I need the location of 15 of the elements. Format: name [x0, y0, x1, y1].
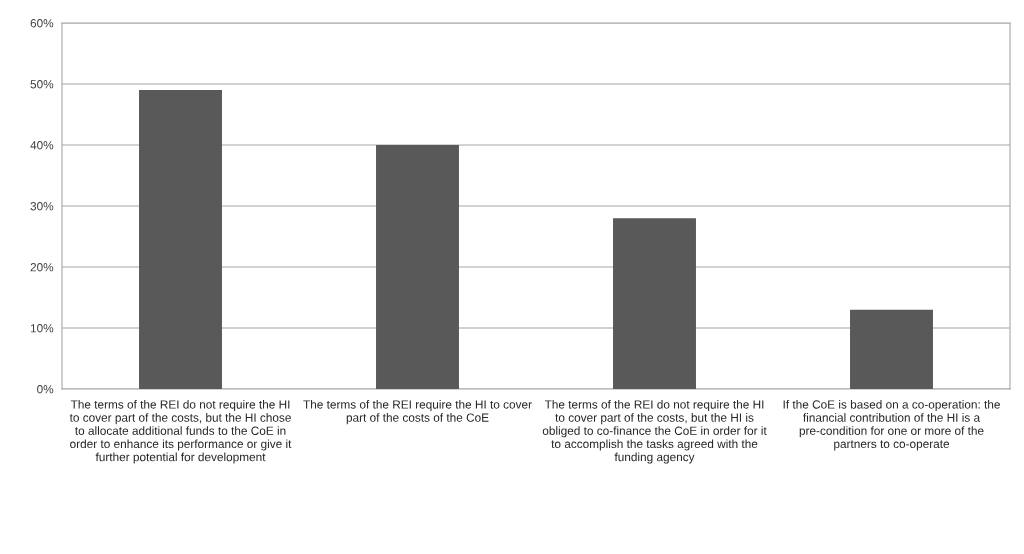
- y-tick-label: 60%: [30, 19, 54, 28]
- y-tick-label: 40%: [30, 141, 54, 150]
- y-tick-label: 20%: [30, 263, 54, 272]
- bar: [850, 309, 933, 389]
- bar: [613, 218, 696, 389]
- x-tick-label: The terms of the REI do not require the HI to cover part of the costs, but the HI is obliged to co-finance the CoE in order for it to accomplish the tasks agreed with the funding agency: [542, 399, 767, 464]
- y-tick-label: 30%: [30, 202, 54, 211]
- y-tick-label: 0%: [37, 385, 54, 394]
- bar: [139, 90, 222, 389]
- y-tick-label: 50%: [30, 80, 54, 89]
- x-tick-label: If the CoE is based on a co-operation: the financial contribution of the HI is a pre-condition for one or more of the partners to co-operate: [783, 399, 1000, 451]
- bar: [376, 145, 459, 389]
- x-tick-label: The terms of the REI require the HI to cover part of the costs of the CoE: [303, 399, 532, 425]
- x-tick-label: The terms of the REI do not require the HI to cover part of the costs, but the HI chose to allocate additional funds to the CoE in order to enhance its performance or give it further potential for development: [69, 399, 292, 464]
- y-tick-label: 10%: [30, 324, 54, 333]
